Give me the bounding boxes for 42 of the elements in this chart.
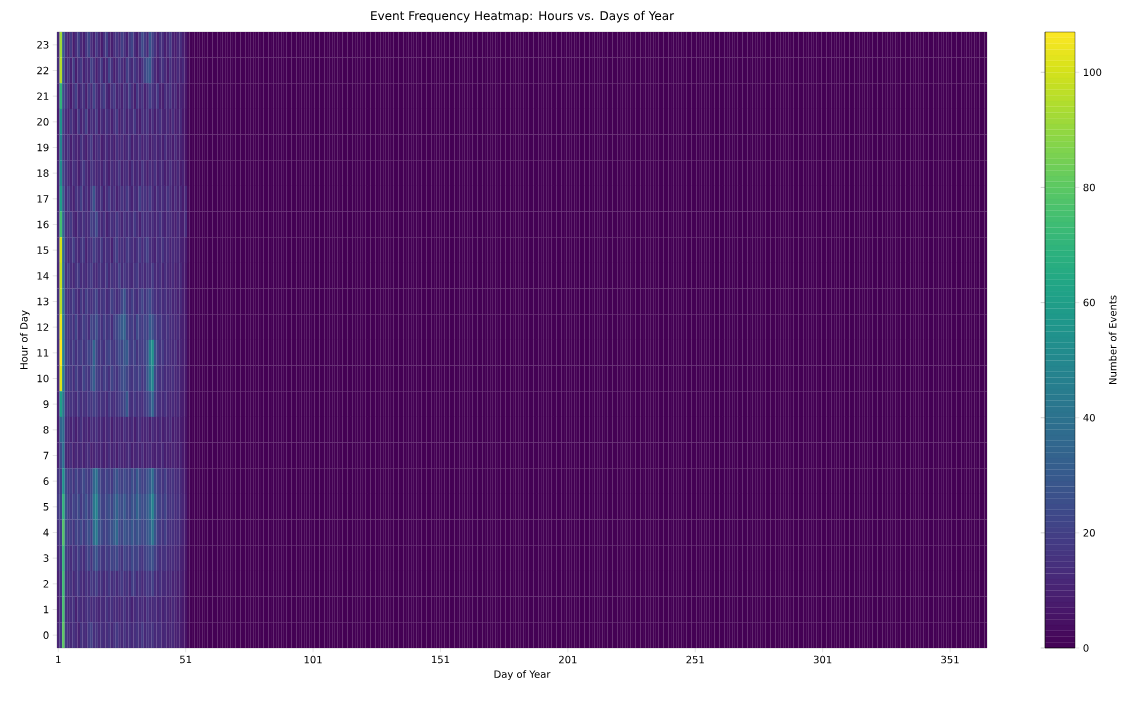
x-tick-label: 201 (559, 655, 577, 664)
y-tick-label: 21 (37, 92, 49, 100)
y-tick-label: 4 (43, 528, 49, 537)
y-tick-label: 17 (37, 195, 49, 203)
y-tick-label: 14 (37, 272, 49, 280)
color-bar-label: 20 (1083, 529, 1095, 537)
x-tick-label: 301 (813, 655, 832, 664)
x-tick-label: 151 (432, 655, 450, 664)
y-tick-label: 9 (43, 400, 49, 408)
x-tick-label: 351 (941, 655, 959, 664)
y-tick-label: 13 (37, 297, 49, 306)
x-tick-label: 1 (56, 655, 61, 664)
color-bar-label: 100 (1083, 68, 1102, 77)
x-tick-label: 251 (686, 655, 704, 664)
y-tick-label: 8 (43, 426, 49, 434)
color-bar-title: Number of Events (1108, 295, 1117, 385)
y-tick-label: 18 (37, 169, 49, 177)
chart-title: Event Frequency Heatmap: Hours vs. Days of Year (371, 10, 675, 23)
color-bar-label: 60 (1083, 298, 1095, 307)
x-tick-label: 51 (180, 655, 192, 664)
y-tick-label: 16 (37, 220, 49, 229)
y-tick-label: 22 (37, 66, 49, 75)
y-axis-title: Hour of Day (19, 310, 30, 369)
color-bar-label: 0 (1083, 644, 1089, 652)
y-tick-label: 10 (37, 374, 49, 383)
y-tick-label: 1 (43, 605, 49, 614)
y-tick-label: 11 (37, 349, 49, 357)
y-tick-label: 2 (43, 580, 49, 588)
y-tick-label: 5 (43, 503, 49, 511)
y-tick-label: 3 (43, 554, 49, 562)
y-tick-label: 23 (37, 41, 49, 49)
y-tick-label: 7 (43, 451, 49, 460)
y-tick-label: 12 (37, 323, 49, 331)
y-tick-label: 20 (37, 118, 49, 126)
color-bar-label: 40 (1083, 413, 1095, 422)
x-axis-title: Day of Year (494, 670, 551, 680)
y-tick-label: 19 (37, 143, 49, 152)
y-tick-label: 15 (37, 246, 49, 254)
color-bar-label: 80 (1083, 183, 1095, 192)
x-tick-label: 101 (304, 655, 322, 664)
y-tick-label: 6 (43, 477, 49, 485)
y-tick-label: 0 (43, 631, 49, 639)
